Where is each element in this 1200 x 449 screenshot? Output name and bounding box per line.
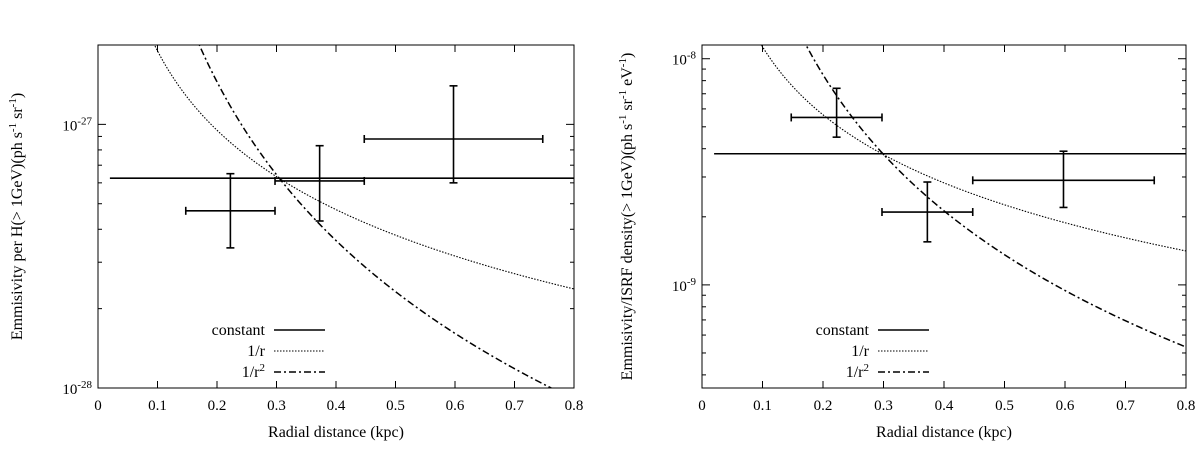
data-point xyxy=(184,172,276,249)
x-tick-label: 0.7 xyxy=(505,398,524,414)
x-tick-label: 0.2 xyxy=(208,398,227,414)
y-tick-label: 10-28 xyxy=(62,379,92,398)
legend-label: 1/r xyxy=(851,343,869,360)
curves xyxy=(109,45,574,388)
legend: constant 1/r 1/r2 xyxy=(212,322,325,381)
series-line-r-1 xyxy=(760,45,1186,252)
curves xyxy=(714,45,1186,348)
x-tick-label: 0.1 xyxy=(753,398,772,414)
x-tick-label: 0.4 xyxy=(327,398,346,414)
x-axis-label: Radial distance (kpc) xyxy=(268,424,404,441)
x-tick-label: 0.6 xyxy=(1056,398,1075,414)
data-point xyxy=(971,150,1156,209)
data-point xyxy=(363,85,544,184)
x-axis-label: Radial distance (kpc) xyxy=(876,424,1012,441)
x-tick-label: 0.3 xyxy=(267,398,286,414)
x-tick-label: 0.6 xyxy=(446,398,465,414)
x-tick-label: 0 xyxy=(698,398,706,414)
x-tick-label: 0.7 xyxy=(1116,398,1135,414)
legend-label: constant xyxy=(212,322,266,339)
y-axis-label: Emmisivity/ISRF density(> 1GeV)(ph s-1 s… xyxy=(617,53,636,381)
data-point xyxy=(274,144,366,222)
legend: constant 1/r 1/r2 xyxy=(816,322,929,381)
x-tick-label: 0.1 xyxy=(148,398,167,414)
x-tick-label: 0.8 xyxy=(1177,398,1196,414)
legend-label: 1/r xyxy=(247,343,265,360)
data-point xyxy=(790,87,883,138)
x-tick-label: 0.5 xyxy=(995,398,1014,414)
x-tick-label: 0.5 xyxy=(386,398,405,414)
plot-frame xyxy=(97,44,575,389)
x-tick-label: 0 xyxy=(94,398,102,414)
chart-panel-left: 0 0.1 0.2 0.3 0.4 0.5 0.6 0.7 0.8 10-28 10-27 Radia… xyxy=(7,44,584,441)
x-tick-label: 0.8 xyxy=(565,398,584,414)
x-tick-label: 0.2 xyxy=(814,398,833,414)
x-tick-label: 0.3 xyxy=(874,398,893,414)
series-line-r-2 xyxy=(805,45,1186,348)
y-axis-label: Emmisivity per H(> 1GeV)(ph s-1 sr-1) xyxy=(7,93,26,340)
plot-frame xyxy=(701,44,1187,389)
y-tick-label: 10-27 xyxy=(62,115,92,134)
series-line-r-1 xyxy=(153,45,574,290)
x-tick-label: 0.4 xyxy=(935,398,954,414)
series-line-r-2 xyxy=(198,45,553,388)
chart-panel-right: 0 0.1 0.2 0.3 0.4 0.5 0.6 0.7 0.8 10-9 10-8 Radial … xyxy=(617,44,1196,441)
y-tick-label: 10-9 xyxy=(672,276,697,295)
data-point xyxy=(881,181,974,243)
legend-label: 1/r2 xyxy=(242,362,265,381)
legend-label: constant xyxy=(816,322,870,339)
legend-label: 1/r2 xyxy=(846,362,869,381)
y-tick-label: 10-8 xyxy=(672,50,697,69)
